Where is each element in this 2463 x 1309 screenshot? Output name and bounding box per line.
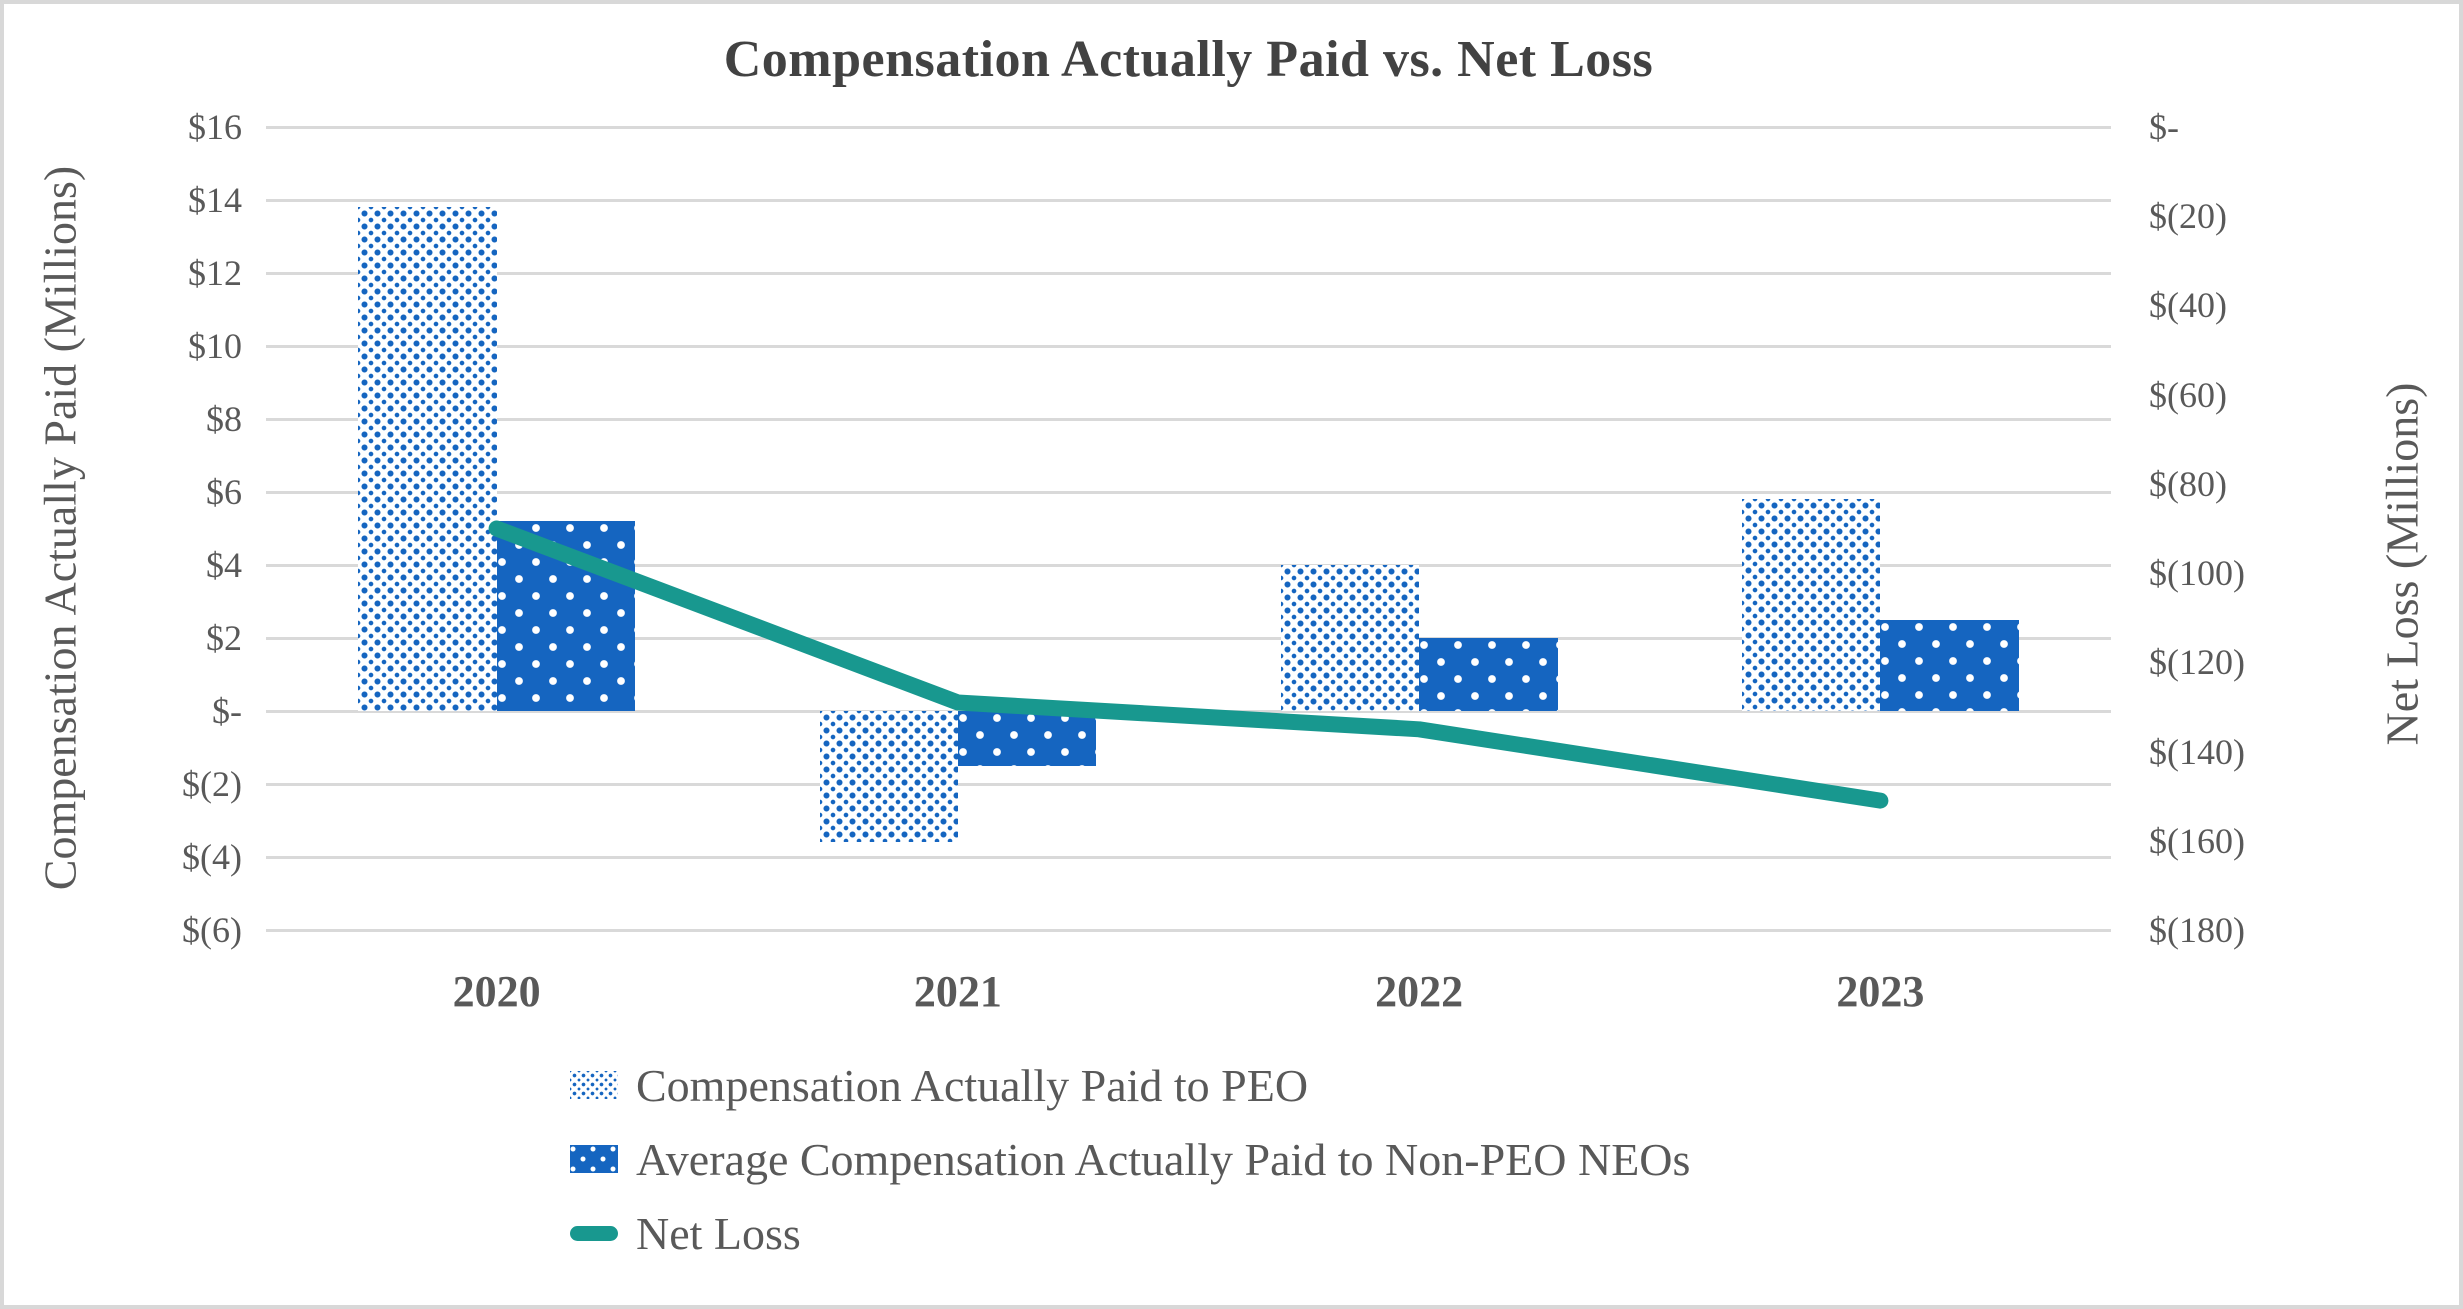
legend-bar-swatch-icon — [570, 1071, 618, 1099]
bar-cap-non-peo — [957, 711, 1097, 766]
y-axis-tick-left: $14 — [188, 180, 242, 220]
legend-item: Average Compensation Actually Paid to No… — [570, 1128, 1690, 1190]
y-axis-tick-left: $- — [212, 691, 242, 731]
legend-bar-swatch-icon — [570, 1145, 618, 1173]
y-axis-tick-right: $(40) — [2149, 285, 2227, 326]
y-axis-tick-right: $(160) — [2149, 820, 2245, 861]
y-axis-tick-left: $4 — [206, 545, 242, 585]
x-axis-label: 2022 — [1375, 967, 1464, 1016]
y-axis-tick-right: $(80) — [2149, 463, 2227, 504]
bar-cap-peo — [1742, 499, 1881, 711]
y-axis-tick-left: $(2) — [182, 764, 242, 804]
legend-label: Net Loss — [636, 1207, 801, 1259]
y-axis-tick-left: $8 — [206, 399, 242, 439]
y-axis-tick-right: $(60) — [2149, 374, 2227, 415]
chart-title: Compensation Actually Paid vs. Net Loss — [723, 31, 1654, 88]
x-axis-label: 2021 — [913, 967, 1002, 1016]
gridline — [266, 198, 2111, 202]
y-axis-tick-left: $2 — [206, 618, 242, 658]
y-axis-tick-left: $(4) — [182, 837, 242, 877]
gridline — [266, 417, 2111, 421]
right-axis-title: Net Loss (Millions) — [2376, 382, 2428, 746]
net-loss-line — [488, 520, 1889, 809]
gridline — [266, 855, 2111, 859]
y-axis-tick-right: $(100) — [2149, 553, 2245, 594]
legend-item: Compensation Actually Paid to PEO — [570, 1054, 1690, 1116]
gridline — [266, 125, 2111, 129]
bar-cap-non-peo — [1880, 619, 2019, 711]
y-axis-tick-left: $12 — [188, 253, 242, 293]
x-axis-label: 2020 — [452, 967, 541, 1016]
gridline — [266, 928, 2111, 932]
legend-item: Net Loss — [570, 1202, 1690, 1264]
plot-area — [266, 125, 2111, 932]
y-axis-tick-left: $16 — [188, 107, 242, 147]
gridline — [266, 490, 2111, 494]
gridline — [266, 271, 2111, 275]
gridline — [266, 636, 2111, 640]
bar-cap-non-peo — [1419, 638, 1558, 711]
bar-cap-peo — [819, 711, 958, 843]
y-axis-tick-right: $(20) — [2149, 196, 2227, 237]
y-axis-tick-left: $(6) — [182, 910, 242, 950]
gridline — [266, 782, 2111, 786]
y-axis-tick-right: $(120) — [2149, 642, 2245, 683]
legend: Compensation Actually Paid to PEO Average… — [570, 1054, 1690, 1264]
y-axis-tick-left: $10 — [188, 326, 242, 366]
y-axis-tick-right: $(140) — [2149, 731, 2245, 772]
y-axis-tick-right: $- — [2149, 107, 2179, 147]
bar-cap-peo — [358, 207, 497, 711]
legend-line-swatch-icon — [570, 1225, 618, 1241]
x-axis-label: 2023 — [1836, 967, 1925, 1016]
y-axis-tick-left: $6 — [206, 472, 242, 512]
y-axis-tick-right: $(180) — [2149, 910, 2245, 950]
legend-label: Average Compensation Actually Paid to No… — [636, 1133, 1691, 1185]
gridline — [266, 344, 2111, 348]
left-axis-title: Compensation Actually Paid (Millions) — [34, 165, 86, 891]
legend-label: Compensation Actually Paid to PEO — [636, 1059, 1309, 1111]
gridline — [266, 563, 2111, 567]
bar-cap-peo — [1280, 565, 1420, 711]
